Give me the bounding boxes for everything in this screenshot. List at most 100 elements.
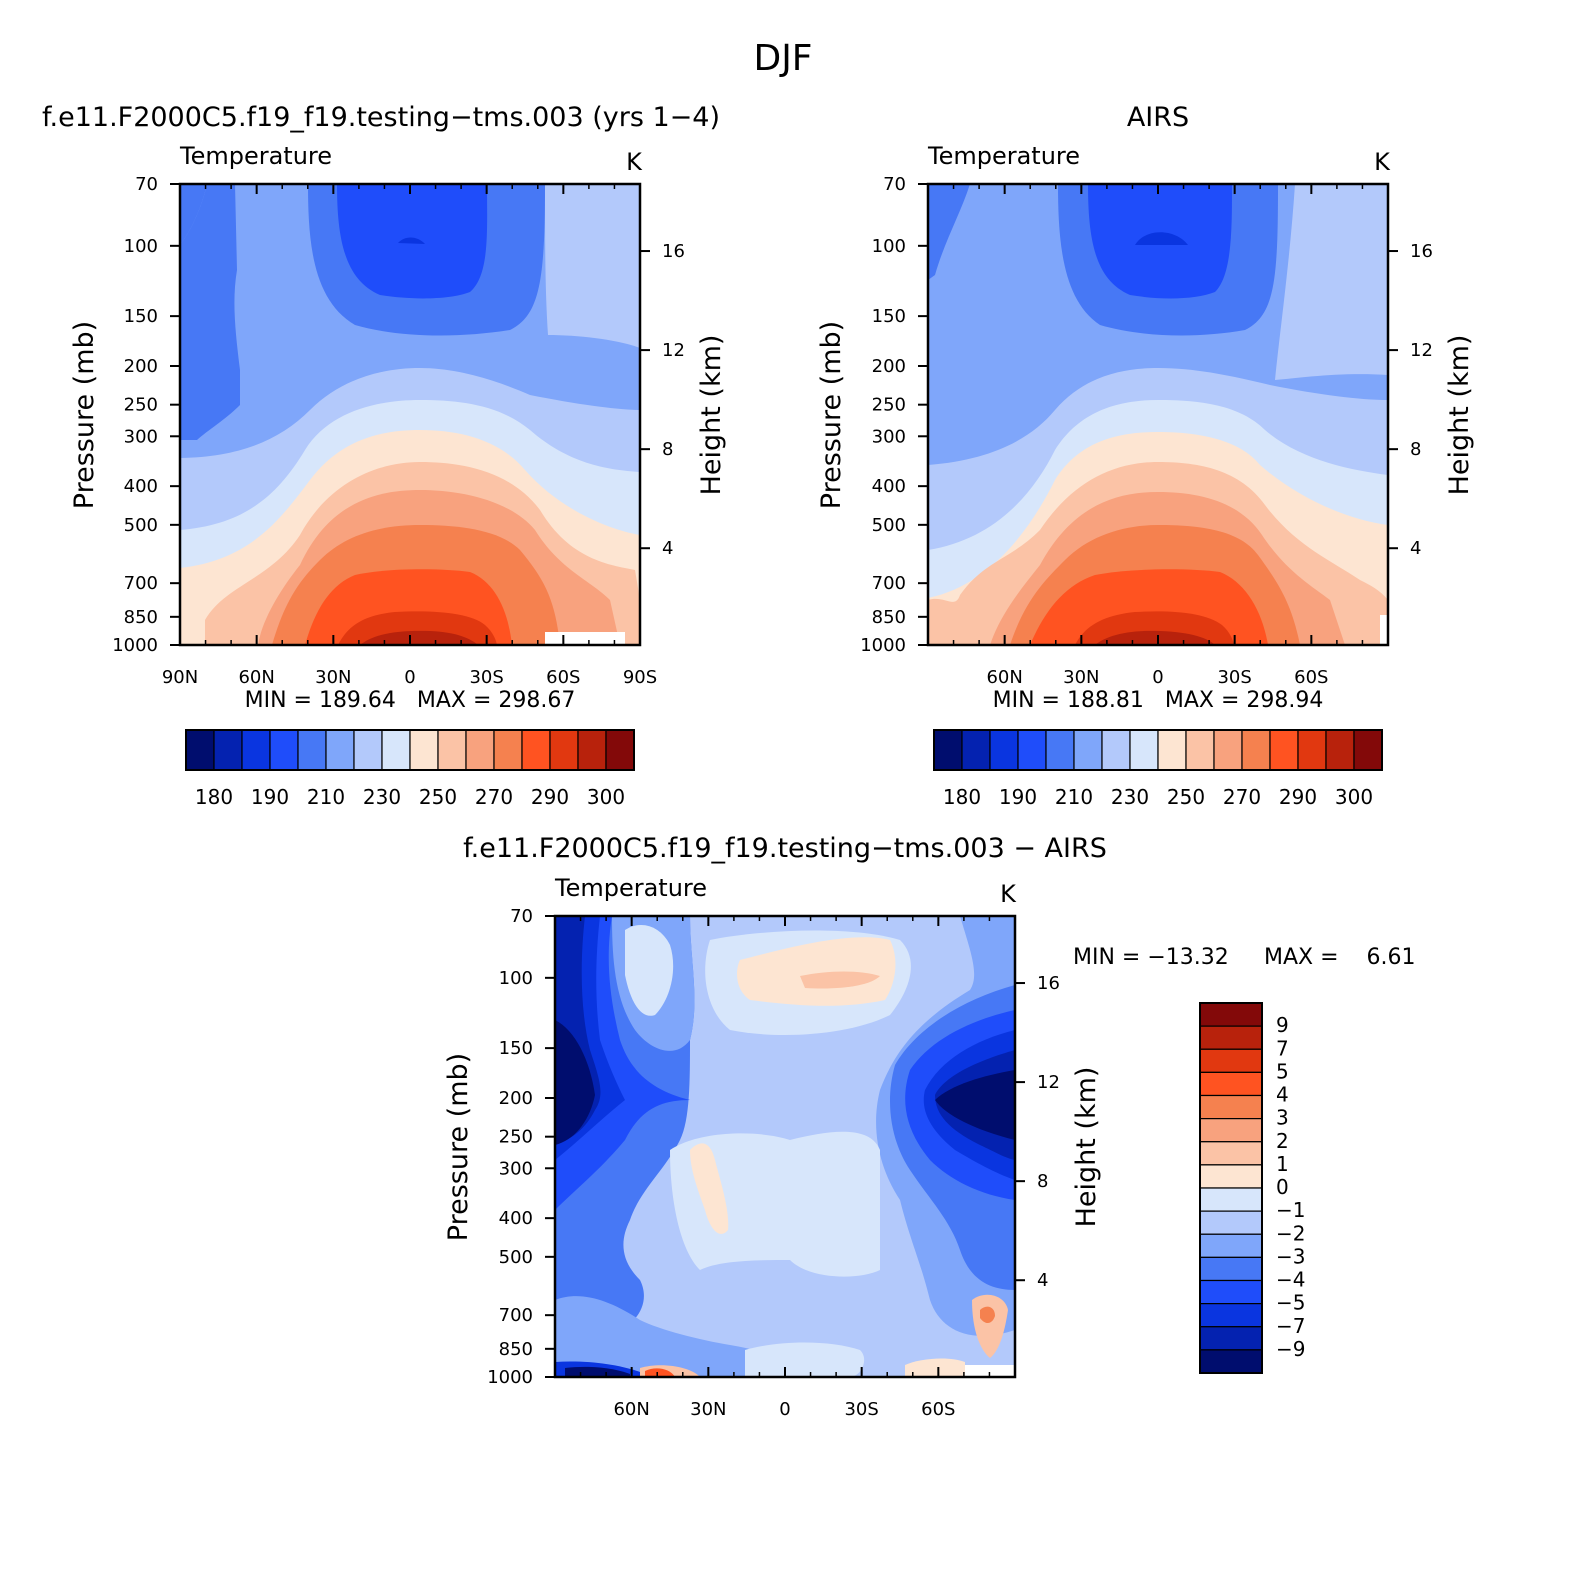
colorbar-label: 250	[1167, 785, 1205, 809]
y-right-tick-label: 8	[1037, 1171, 1048, 1192]
colorbar-label: −9	[1276, 1337, 1305, 1361]
colorbar-swatch	[241, 729, 271, 771]
colorbar-swatch	[605, 729, 635, 771]
colorbar-swatch	[1199, 1210, 1263, 1235]
colorbar-swatch	[1325, 729, 1355, 771]
panel-difference-y-axis: 70 100 150 200 250 300 400 500 700 850 1000 16 12 8 4	[487, 906, 1060, 1388]
y-tick-label: 200	[872, 356, 906, 377]
x-tick-label: 30S	[1217, 667, 1251, 688]
y-tick-label: 850	[124, 607, 158, 628]
panel-airs-contours	[928, 184, 1388, 645]
missing-data	[965, 1365, 1015, 1377]
fill-level-band	[690, 1143, 729, 1234]
fill-level-band	[670, 1131, 880, 1277]
y-tick-label: 150	[124, 306, 158, 327]
panel-airs: AIRS Temperature K 60N 30N 0 30S 60S 70 100 15…	[816, 102, 1475, 809]
colorbar-swatch	[1297, 729, 1327, 771]
y-right-tick-label: 8	[1410, 439, 1421, 460]
y-tick-label: 500	[499, 1247, 533, 1268]
fill-level-band	[645, 1368, 675, 1377]
colorbar-label: 270	[1223, 785, 1261, 809]
panel-airs-title: AIRS	[1127, 102, 1189, 133]
y-tick-label: 70	[883, 174, 906, 195]
panel-airs-colorbar: 180 190 210 230 250 270 290 300	[933, 729, 1383, 809]
colorbar-swatch	[1199, 1141, 1263, 1166]
panel-difference: f.e11.F2000C5.f19_f19.testing−tms.003 − …	[443, 833, 1416, 1420]
missing-data	[1380, 615, 1388, 645]
colorbar-swatch	[1199, 1025, 1263, 1050]
fill-level-band	[980, 1306, 995, 1324]
colorbar-swatch	[1353, 729, 1383, 771]
colorbar-label: −1	[1276, 1198, 1305, 1222]
panel-difference-left-label: Temperature	[554, 874, 707, 902]
y-right-tick-label: 4	[1410, 538, 1421, 559]
colorbar-label: 5	[1276, 1059, 1289, 1083]
x-tick-label: 60S	[546, 667, 580, 688]
colorbar-label: −7	[1276, 1314, 1305, 1338]
colorbar-swatch	[1045, 729, 1075, 771]
x-tick-label: 0	[1152, 667, 1163, 688]
fill-level-band	[555, 1296, 800, 1377]
y-tick-label: 100	[124, 236, 158, 257]
colorbar-swatch	[353, 729, 383, 771]
x-tick-label: 60N	[238, 667, 274, 688]
y-tick-label: 850	[872, 607, 906, 628]
colorbar-label: 290	[531, 785, 569, 809]
x-tick-label: 90N	[162, 667, 198, 688]
missing-data	[545, 632, 625, 645]
colorbar-label: 290	[1279, 785, 1317, 809]
panel-model-y-axis: 70 100 150 200 250 300 400 500 700 850 1000 16 12 8 4	[112, 174, 685, 656]
colorbar-label: 4	[1276, 1083, 1289, 1107]
y-tick-label: 200	[499, 1088, 533, 1109]
y-right-tick-label: 4	[1037, 1270, 1048, 1291]
x-tick-label: 60S	[1294, 667, 1328, 688]
colorbar-label: 190	[251, 785, 289, 809]
y-tick-label: 150	[872, 306, 906, 327]
y-tick-label: 250	[499, 1127, 533, 1148]
fill-level-band	[555, 1020, 595, 1145]
colorbar-label: 270	[475, 785, 513, 809]
colorbar-swatch	[1101, 729, 1131, 771]
colorbar-label: −5	[1276, 1291, 1305, 1315]
y-right-tick-label: 8	[662, 439, 673, 460]
colorbar-frame	[933, 729, 1383, 771]
colorbar-swatch	[933, 729, 963, 771]
y-tick-label: 150	[499, 1038, 533, 1059]
colorbar-swatch	[1199, 1233, 1263, 1258]
panel-model-y-label-right: Height (km)	[696, 335, 727, 496]
colorbar-swatch	[465, 729, 495, 771]
colorbar-swatch	[1129, 729, 1159, 771]
y-tick-label: 700	[124, 573, 158, 594]
panel-airs-y-label: Pressure (mb)	[816, 321, 847, 509]
panel-model-y-label: Pressure (mb)	[69, 321, 100, 509]
x-tick-label: 30N	[315, 667, 351, 688]
fill-level-band	[800, 971, 880, 989]
colorbar-label: 0	[1276, 1175, 1289, 1199]
colorbar-label: 180	[195, 785, 233, 809]
colorbar-swatch	[213, 729, 243, 771]
colorbar-swatch	[1269, 729, 1299, 771]
colorbar-label: 1	[1276, 1152, 1289, 1176]
colorbar-label: 2	[1276, 1129, 1289, 1153]
y-tick-label: 1000	[487, 1367, 533, 1388]
panel-difference-contours	[555, 916, 1015, 1377]
colorbar-swatch	[437, 729, 467, 771]
fill-level-band	[360, 630, 478, 645]
fill-level-band	[1135, 232, 1188, 245]
panel-model-x-axis: 90N 60N 30N 0 30S 60S 90S	[162, 184, 657, 688]
y-right-tick-label: 4	[662, 538, 673, 559]
fill-level-band	[180, 184, 207, 244]
x-tick-label: 30S	[469, 667, 503, 688]
y-tick-label: 500	[124, 515, 158, 536]
y-tick-label: 500	[872, 515, 906, 536]
colorbar-label: 250	[419, 785, 457, 809]
colorbar-swatch	[1073, 729, 1103, 771]
colorbar-swatch	[989, 729, 1019, 771]
y-right-tick-label: 12	[662, 340, 685, 361]
y-tick-label: 850	[499, 1339, 533, 1360]
colorbar-label: 210	[307, 785, 345, 809]
y-right-tick-label: 16	[662, 241, 685, 262]
y-tick-label: 100	[499, 968, 533, 989]
